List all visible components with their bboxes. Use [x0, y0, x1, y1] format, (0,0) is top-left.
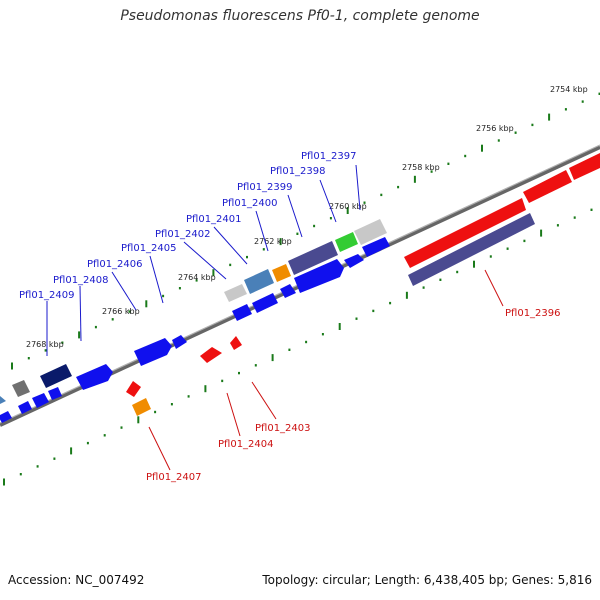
leader-line: [183, 241, 227, 280]
tick-label-2760: 2760 kbp: [329, 202, 367, 211]
gene-arrow: [232, 304, 252, 321]
gene-label-pfl01-2399[interactable]: Pfl01_2399: [237, 182, 293, 193]
leader-line: [79, 285, 82, 342]
gene-arrow: [12, 380, 30, 397]
tick-label-2766: 2766 kbp: [102, 307, 140, 316]
gene-label-pfl01-2400[interactable]: Pfl01_2400: [222, 198, 278, 209]
gene-arrow: [172, 335, 187, 349]
gene-arrow: [569, 153, 600, 180]
tick-label-2756: 2756 kbp: [476, 124, 514, 133]
gene-label-pfl01-2397[interactable]: Pfl01_2397: [301, 151, 357, 162]
tick-track-lower: [3, 208, 593, 486]
reverse-label-lines: [148, 269, 504, 471]
leader-line: [251, 381, 277, 420]
gene-arrow: [404, 198, 526, 268]
accession-text: Accession: NC_007492: [8, 573, 145, 587]
gene-arrow: [523, 170, 572, 203]
forward-label-lines: [46, 164, 361, 356]
gene-label-pfl01-2406[interactable]: Pfl01_2406: [87, 259, 143, 270]
gene-arrow: [280, 284, 296, 298]
gene-arrow: [134, 338, 172, 366]
gene-arrow: [48, 387, 62, 400]
gene-arrow: [224, 284, 247, 302]
gene-label-pfl01-2403[interactable]: Pfl01_2403: [255, 423, 311, 434]
leader-line: [355, 164, 361, 211]
gene-arrow: [354, 219, 387, 245]
leader-line: [319, 179, 337, 223]
leader-line: [148, 426, 171, 471]
gene-arrow: [18, 401, 32, 414]
leader-line: [226, 392, 241, 437]
leader-line: [111, 271, 137, 311]
gene-label-pfl01-2405[interactable]: Pfl01_2405: [121, 243, 177, 254]
gene-arrow: [294, 259, 344, 293]
gene-label-pfl01-2407[interactable]: Pfl01_2407: [146, 472, 202, 483]
gene-arrow: [272, 264, 291, 282]
gene-arrow: [132, 398, 151, 416]
gene-label-pfl01-2396[interactable]: Pfl01_2396: [505, 308, 561, 319]
gene-arrow: [0, 411, 12, 423]
leader-line: [149, 255, 164, 304]
forward-strand-genes: [0, 219, 390, 423]
gene-arrow: [244, 269, 274, 294]
gene-arrow: [230, 336, 242, 350]
gene-label-pfl01-2402[interactable]: Pfl01_2402: [155, 229, 211, 240]
reverse-strand-genes: [126, 153, 600, 416]
tick-label-2764: 2764 kbp: [178, 273, 216, 282]
tick-label-2762: 2762 kbp: [254, 237, 292, 246]
gene-label-pfl01-2408[interactable]: Pfl01_2408: [53, 275, 109, 286]
leader-line: [255, 210, 269, 252]
gene-arrow: [76, 364, 113, 390]
leader-line: [484, 269, 504, 307]
tick-label-2754: 2754 kbp: [550, 85, 588, 94]
gene-arrow: [288, 241, 338, 275]
leader-line: [287, 194, 303, 238]
gene-label-pfl01-2404[interactable]: Pfl01_2404: [218, 439, 274, 450]
gene-arrow: [32, 393, 49, 408]
tick-label-2758: 2758 kbp: [402, 163, 440, 172]
gene-label-pfl01-2409[interactable]: Pfl01_2409: [19, 290, 75, 301]
gene-arrow: [344, 254, 364, 268]
gene-arrow: [252, 293, 278, 313]
gene-arrow: [362, 237, 390, 257]
genome-summary-text: Topology: circular; Length: 6,438,405 bp…: [262, 573, 592, 587]
gene-arrow: [200, 347, 222, 363]
tick-label-2768: 2768 kbp: [26, 340, 64, 349]
gene-label-pfl01-2398[interactable]: Pfl01_2398: [270, 166, 326, 177]
gene-arrow: [40, 364, 72, 388]
gene-arrow: [0, 396, 6, 404]
leader-line: [213, 226, 248, 265]
gene-arrow: [126, 381, 141, 397]
gene-arrow: [335, 232, 358, 252]
gene-arrow: [408, 213, 535, 286]
map-title: Pseudomonas fluorescens Pf0-1, complete …: [120, 8, 480, 24]
gene-label-pfl01-2401[interactable]: Pfl01_2401: [186, 214, 242, 225]
